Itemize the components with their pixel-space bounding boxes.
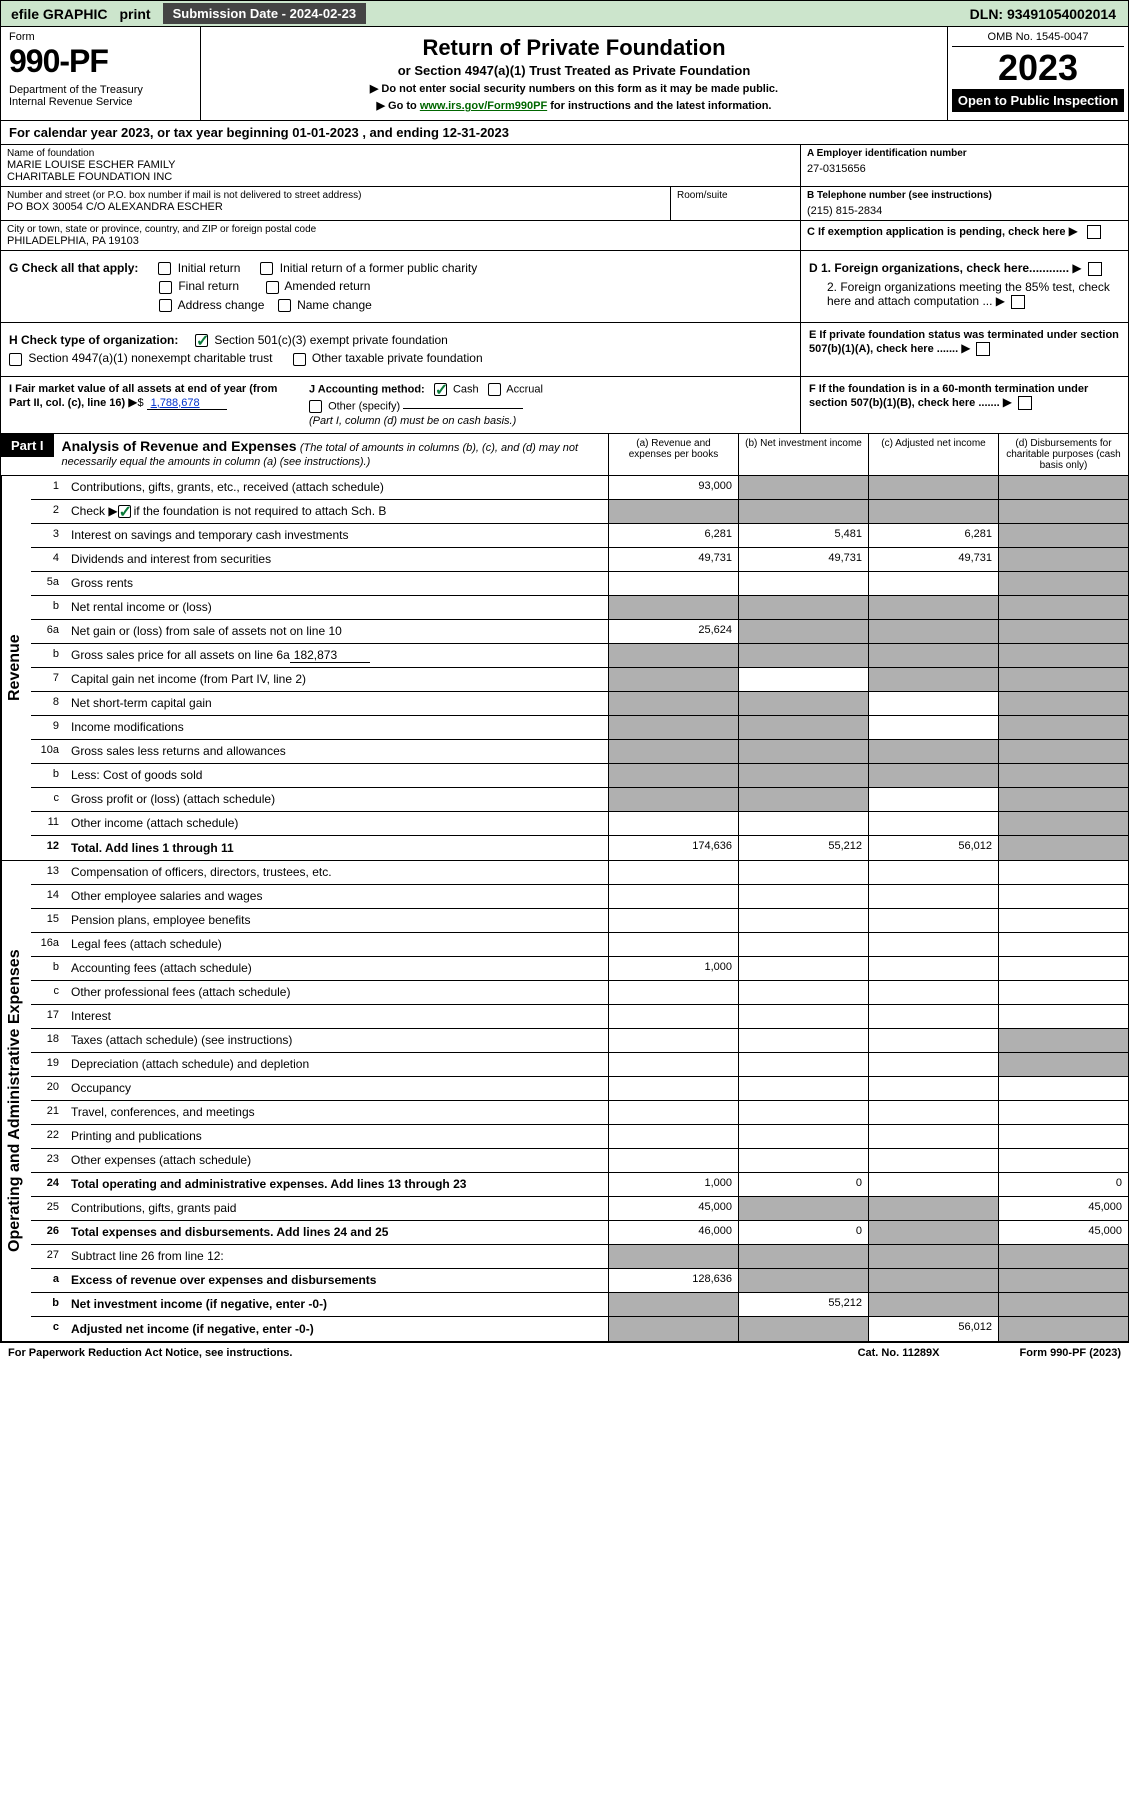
line-9: 9Income modifications <box>31 716 1128 740</box>
section-d: D 1. Foreign organizations, check here..… <box>801 251 1128 322</box>
line-b: bNet investment income (if negative, ent… <box>31 1293 1128 1317</box>
line-4: 4Dividends and interest from securities4… <box>31 548 1128 572</box>
line-17: 17Interest <box>31 1005 1128 1029</box>
line-19: 19Depreciation (attach schedule) and dep… <box>31 1053 1128 1077</box>
line-3: 3Interest on savings and temporary cash … <box>31 524 1128 548</box>
revenue-table: Revenue 1Contributions, gifts, grants, e… <box>0 476 1129 861</box>
col-d-header: (d) Disbursements for charitable purpose… <box>998 434 1128 475</box>
expenses-table: Operating and Administrative Expenses 13… <box>0 861 1129 1342</box>
form-label: Form <box>9 31 192 43</box>
line-25: 25Contributions, gifts, grants paid45,00… <box>31 1197 1128 1221</box>
checkbox-name[interactable] <box>278 299 291 312</box>
line-11: 11Other income (attach schedule) <box>31 812 1128 836</box>
line-10a: 10aGross sales less returns and allowanc… <box>31 740 1128 764</box>
line-14: 14Other employee salaries and wages <box>31 885 1128 909</box>
section-ij: I Fair market value of all assets at end… <box>1 377 801 433</box>
checkbox-c[interactable] <box>1087 225 1101 239</box>
city-block: City or town, state or province, country… <box>1 221 801 250</box>
line-c: cOther professional fees (attach schedul… <box>31 981 1128 1005</box>
cat-number: Cat. No. 11289X <box>858 1347 940 1359</box>
checkbox-initial-former[interactable] <box>260 262 273 275</box>
section-h: H Check type of organization: Section 50… <box>1 323 801 376</box>
print-button[interactable]: print <box>113 4 156 24</box>
line-b: bAccounting fees (attach schedule)1,000 <box>31 957 1128 981</box>
line-b: bLess: Cost of goods sold <box>31 764 1128 788</box>
section-e: E If private foundation status was termi… <box>801 323 1128 376</box>
section-c: C If exemption application is pending, c… <box>801 221 1128 250</box>
form-number: 990-PF <box>9 43 192 80</box>
line-12: 12Total. Add lines 1 through 11174,63655… <box>31 836 1128 860</box>
fmv-link[interactable]: 1,788,678 <box>147 397 227 410</box>
checkbox-4947[interactable] <box>9 353 22 366</box>
line-c: cAdjusted net income (if negative, enter… <box>31 1317 1128 1341</box>
instruction-2: ▶ Go to www.irs.gov/Form990PF for instru… <box>209 99 939 112</box>
paperwork-notice: For Paperwork Reduction Act Notice, see … <box>8 1347 292 1359</box>
calendar-year: For calendar year 2023, or tax year begi… <box>0 121 1129 145</box>
line-18: 18Taxes (attach schedule) (see instructi… <box>31 1029 1128 1053</box>
dln-label: DLN: 93491054002014 <box>970 6 1124 22</box>
col-c-header: (c) Adjusted net income <box>868 434 998 475</box>
checkbox-f[interactable] <box>1018 396 1032 410</box>
checkbox-accrual[interactable] <box>488 383 501 396</box>
part-1-label: Part I <box>1 434 54 457</box>
line-21: 21Travel, conferences, and meetings <box>31 1101 1128 1125</box>
line-5a: 5aGross rents <box>31 572 1128 596</box>
col-a-header: (a) Revenue and expenses per books <box>608 434 738 475</box>
checkbox-501c3[interactable] <box>195 334 208 347</box>
checkbox-e[interactable] <box>976 342 990 356</box>
instruction-1: ▶ Do not enter social security numbers o… <box>209 82 939 95</box>
line-b: bNet rental income or (loss) <box>31 596 1128 620</box>
section-f: F If the foundation is in a 60-month ter… <box>801 377 1128 433</box>
checkbox-d2[interactable] <box>1011 295 1025 309</box>
line-1: 1Contributions, gifts, grants, etc., rec… <box>31 476 1128 500</box>
line-13: 13Compensation of officers, directors, t… <box>31 861 1128 885</box>
line-24: 24Total operating and administrative exp… <box>31 1173 1128 1197</box>
omb-number: OMB No. 1545-0047 <box>952 31 1124 47</box>
phone-block: B Telephone number (see instructions) (2… <box>801 187 1128 220</box>
ein-block: A Employer identification number 27-0315… <box>801 145 1128 186</box>
line-c: cGross profit or (loss) (attach schedule… <box>31 788 1128 812</box>
tax-year: 2023 <box>952 47 1124 89</box>
line-15: 15Pension plans, employee benefits <box>31 909 1128 933</box>
line-8: 8Net short-term capital gain <box>31 692 1128 716</box>
line-16a: 16aLegal fees (attach schedule) <box>31 933 1128 957</box>
line-b: bGross sales price for all assets on lin… <box>31 644 1128 668</box>
form-title: Return of Private Foundation <box>209 35 939 61</box>
part-1-header: Part I Analysis of Revenue and Expenses … <box>0 434 1129 476</box>
line-a: aExcess of revenue over expenses and dis… <box>31 1269 1128 1293</box>
checkbox-initial[interactable] <box>158 262 171 275</box>
revenue-side-label: Revenue <box>1 476 31 860</box>
col-b-header: (b) Net investment income <box>738 434 868 475</box>
expenses-side-label: Operating and Administrative Expenses <box>1 861 31 1341</box>
room-block: Room/suite <box>671 187 801 220</box>
checkbox-d1[interactable] <box>1088 262 1102 276</box>
top-bar: efile GRAPHIC print Submission Date - 20… <box>0 0 1129 27</box>
irs-link[interactable]: www.irs.gov/Form990PF <box>420 100 547 112</box>
open-inspection: Open to Public Inspection <box>952 89 1124 112</box>
checkbox-final[interactable] <box>159 281 172 294</box>
department: Department of the Treasury Internal Reve… <box>9 84 192 108</box>
section-g: G Check all that apply: Initial return I… <box>1 251 801 322</box>
form-ref: Form 990-PF (2023) <box>1020 1347 1121 1359</box>
line-2: 2Check ▶ if the foundation is not requir… <box>31 500 1128 524</box>
line-6a: 6aNet gain or (loss) from sale of assets… <box>31 620 1128 644</box>
line-7: 7Capital gain net income (from Part IV, … <box>31 668 1128 692</box>
checkbox-cash[interactable] <box>434 383 447 396</box>
foundation-name-block: Name of foundation MARIE LOUISE ESCHER F… <box>1 145 801 186</box>
line-27: 27Subtract line 26 from line 12: <box>31 1245 1128 1269</box>
checkbox-address[interactable] <box>159 299 172 312</box>
line-20: 20Occupancy <box>31 1077 1128 1101</box>
page-footer: For Paperwork Reduction Act Notice, see … <box>0 1342 1129 1363</box>
checkbox-other-taxable[interactable] <box>293 353 306 366</box>
checkbox-amended[interactable] <box>266 281 279 294</box>
line-23: 23Other expenses (attach schedule) <box>31 1149 1128 1173</box>
efile-label: efile GRAPHIC <box>5 4 113 24</box>
address-block: Number and street (or P.O. box number if… <box>1 187 671 220</box>
line-26: 26Total expenses and disbursements. Add … <box>31 1221 1128 1245</box>
form-subtitle: or Section 4947(a)(1) Trust Treated as P… <box>209 63 939 78</box>
form-header: Form 990-PF Department of the Treasury I… <box>0 27 1129 121</box>
line-22: 22Printing and publications <box>31 1125 1128 1149</box>
submission-date: Submission Date - 2024-02-23 <box>163 3 367 24</box>
checkbox-other-method[interactable] <box>309 400 322 413</box>
